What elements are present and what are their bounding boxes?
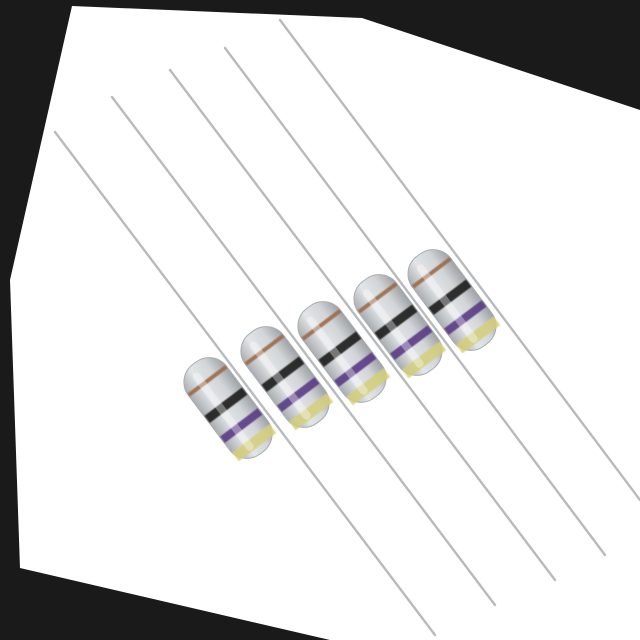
resistor-4-highlight: [362, 289, 424, 368]
resistor-4-brown-band: [357, 282, 398, 314]
resistor-1-brown-band: [187, 365, 228, 397]
resistor-3: [297, 301, 391, 406]
resistor-4-lead: [223, 46, 607, 557]
resistor-4-gold-band: [401, 341, 447, 379]
resistor-4-black-band: [374, 304, 418, 340]
resistor-2-black-band: [261, 356, 305, 392]
resistor-5-gold-band: [455, 316, 501, 354]
resistor-4-violet-band: [389, 325, 433, 360]
resistor-5-black-band: [428, 279, 472, 315]
resistor-5: [407, 249, 501, 354]
resistor-2-highlight: [249, 341, 311, 420]
resistor-5-brown-band: [411, 257, 452, 289]
resistor-1: [183, 357, 277, 462]
resistor-5-violet-band: [443, 300, 487, 335]
resistor-1-lead: [53, 130, 437, 637]
resistor-1-black-band: [204, 387, 248, 423]
resistor-2-lead: [110, 95, 497, 607]
resistor-1-violet-band: [220, 408, 263, 443]
resistor-1-highlight: [192, 372, 254, 451]
resistor-3-highlight: [306, 316, 368, 395]
resistor-2: [240, 326, 334, 431]
resistor-group: [53, 18, 640, 637]
resistor-3-black-band: [318, 331, 362, 367]
resistor-3-gold-band: [346, 368, 391, 406]
resistor-4: [353, 274, 447, 379]
resistor-5-lead: [278, 18, 640, 502]
resistor-3-brown-band: [301, 309, 342, 341]
resistor-3-violet-band: [334, 352, 377, 387]
resistor-2-violet-band: [277, 377, 320, 412]
resistor-1-gold-band: [232, 424, 277, 462]
resistor-5-highlight: [416, 264, 478, 343]
resistor-2-brown-band: [244, 334, 285, 366]
resistor-3-lead: [168, 68, 557, 582]
resistor-2-gold-band: [289, 393, 334, 431]
